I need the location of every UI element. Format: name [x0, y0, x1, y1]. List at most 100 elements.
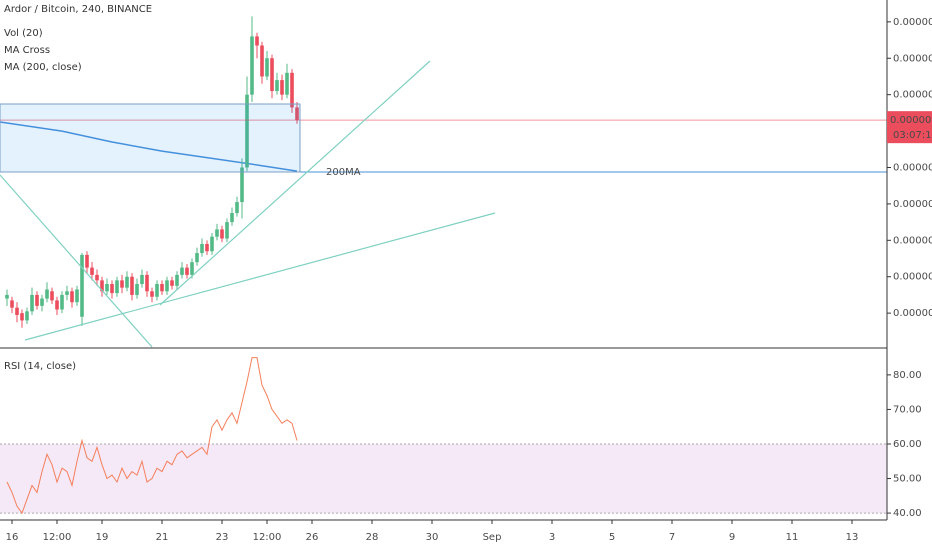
candle-body: [120, 280, 124, 288]
candle-body: [260, 45, 264, 77]
candle-body: [130, 276, 134, 295]
candle-body: [250, 36, 254, 95]
y-tick-label: 70.00: [893, 404, 922, 415]
candle-body: [170, 280, 174, 286]
x-tick-label: 13: [846, 532, 859, 543]
candle-body: [270, 58, 274, 92]
candle-body: [60, 294, 64, 310]
candle-body: [160, 284, 164, 292]
candle-body: [65, 291, 69, 295]
candle-body: [275, 80, 279, 92]
candle-body: [110, 284, 114, 294]
candle-body: [230, 213, 234, 223]
candle-body: [150, 291, 154, 297]
candle-body: [245, 94, 249, 168]
candle-body: [295, 107, 299, 121]
candle-body: [165, 280, 169, 292]
x-tick-label: 5: [609, 532, 615, 543]
countdown-label: 03:07:19: [893, 130, 932, 141]
candle-body: [30, 294, 34, 312]
candle-body: [90, 267, 94, 275]
x-tick-label: 30: [426, 532, 439, 543]
candle-body: [210, 236, 214, 252]
candle-body: [50, 291, 54, 301]
candle-body: [175, 274, 179, 286]
candle-body: [105, 284, 109, 292]
x-tick-label: 26: [306, 532, 319, 543]
candle-body: [195, 253, 199, 263]
y-tick-label: 40.00: [893, 508, 922, 519]
candle-body: [45, 289, 49, 299]
candle-body: [85, 254, 89, 268]
candle-body: [10, 300, 14, 308]
candle-body: [190, 262, 194, 275]
x-tick-label: 16: [6, 532, 19, 543]
last-price-box: [887, 111, 932, 144]
x-tick-label: 21: [156, 532, 169, 543]
y-tick-label: 0.00000660: [893, 53, 932, 64]
y-tick-label: 0.00000600: [893, 162, 932, 173]
y-tick-label: 0.00000640: [893, 90, 932, 101]
y-tick-label: 50.00: [893, 474, 922, 485]
trend-line: [0, 174, 153, 348]
x-tick-label: Sep: [483, 532, 502, 543]
candle-body: [100, 280, 104, 292]
candle-body: [240, 167, 244, 203]
y-tick-label: 60.00: [893, 439, 922, 450]
candle-body: [265, 58, 269, 77]
candle-body: [55, 300, 59, 310]
candle-body: [255, 36, 259, 46]
y-tick-label: 80.00: [893, 370, 922, 381]
y-tick-label: 0.00000560: [893, 235, 932, 246]
candle-body: [235, 202, 239, 214]
candle-body: [125, 276, 129, 288]
x-tick-label: 19: [96, 532, 109, 543]
y-tick-label: 0.00000680: [893, 17, 932, 28]
candle-body: [35, 294, 39, 306]
y-tick-label: 0.00000580: [893, 199, 932, 210]
indicator-label: Vol (20): [4, 28, 43, 39]
candle-body: [5, 294, 9, 299]
last-price-label: 0.00000626: [890, 115, 932, 126]
indicator-label: MA Cross: [4, 45, 50, 56]
candle-body: [95, 274, 99, 281]
ma-line: [0, 121, 298, 172]
candle-body: [40, 298, 44, 306]
y-tick-label: 0.00000520: [893, 308, 932, 319]
candle-body: [215, 229, 219, 237]
x-tick-label: 3: [549, 532, 555, 543]
rsi-band: [0, 443, 887, 514]
indicator-label: RSI (14, close): [4, 361, 76, 372]
x-tick-label: 23: [216, 532, 229, 543]
candle-body: [280, 80, 284, 95]
candle-body: [70, 291, 74, 303]
candle-body: [135, 284, 139, 295]
x-tick-label: 28: [366, 532, 379, 543]
candle-body: [220, 229, 224, 239]
plot-layer: 200MA: [0, 16, 887, 515]
candle-body: [285, 72, 289, 95]
reference-label: 200MA: [326, 167, 361, 178]
x-tick-label: 11: [786, 532, 799, 543]
x-tick-label: 7: [669, 532, 675, 543]
x-tick-label: 12:00: [253, 532, 282, 543]
candle-body: [185, 267, 189, 275]
candle-body: [25, 311, 29, 321]
candle-body: [225, 222, 229, 239]
candle-body: [145, 274, 149, 292]
trend-line: [24, 212, 496, 341]
y-tick-label: 0.00000540: [893, 272, 932, 283]
candle-body: [290, 72, 294, 108]
candle-body: [80, 254, 84, 317]
candle-body: [140, 274, 144, 285]
candle-body: [205, 243, 209, 252]
candle-body: [15, 307, 19, 315]
candle-body: [180, 267, 184, 275]
candle-body: [200, 243, 204, 254]
rsi-line: [6, 357, 298, 515]
x-tick-label: 9: [729, 532, 735, 543]
candle-body: [75, 289, 79, 303]
candle-body: [115, 280, 119, 294]
